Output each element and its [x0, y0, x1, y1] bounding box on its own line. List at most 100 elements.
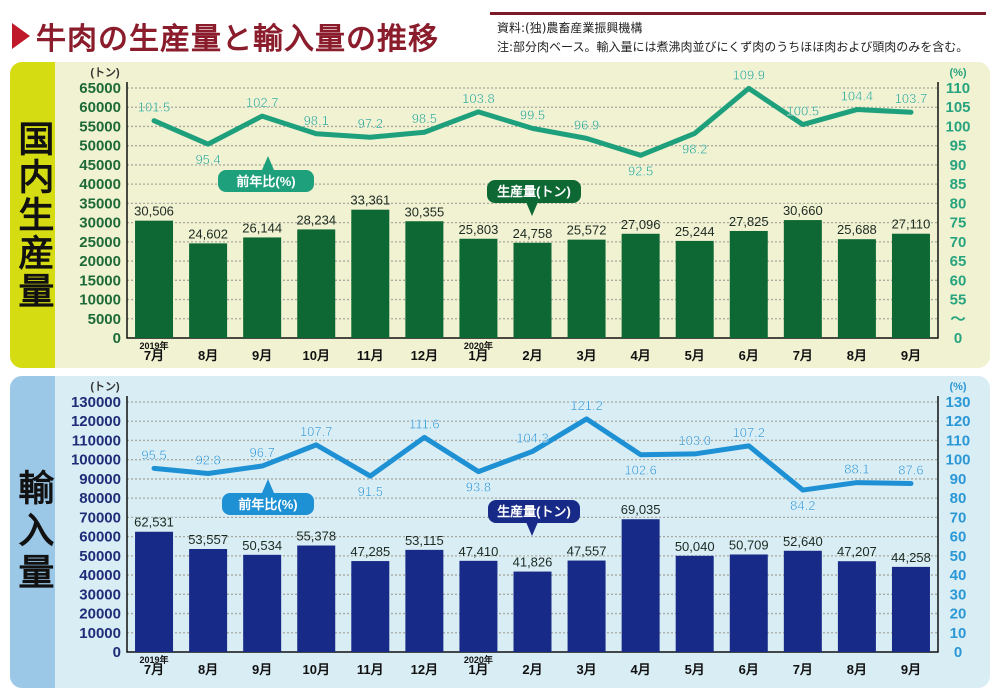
right-tick-label: 95 [950, 138, 967, 155]
bar [513, 242, 552, 338]
yoy-value-label: 92.8 [195, 453, 220, 468]
bar-value-label: 30,355 [404, 204, 444, 219]
right-tick-label: 40 [950, 567, 967, 584]
right-tick-label: 60 [950, 529, 967, 546]
yoy-value-label: 92.5 [628, 163, 653, 178]
bar [621, 519, 660, 652]
right-tick-label: 90 [950, 471, 967, 488]
year-label: 2020年 [464, 654, 493, 665]
yoy-value-label: 98.2 [682, 141, 707, 156]
yoy-value-label: 96.9 [574, 117, 599, 132]
x-tick-label: 7月 [793, 662, 813, 677]
yoy-value-label: 111.6 [409, 416, 440, 431]
bar-value-label: 52,640 [783, 534, 823, 549]
bar [783, 220, 822, 338]
x-tick-label: 2月 [522, 348, 542, 363]
x-tick-label: 9月 [252, 662, 272, 677]
yoy-value-label: 103.0 [678, 433, 711, 448]
bar [675, 555, 714, 652]
callout-pointer [526, 202, 538, 216]
x-tick-label: 7月 [144, 662, 164, 677]
left-tick-label: 15000 [79, 272, 121, 289]
panel-label-text: 国内生産量 [12, 120, 54, 310]
left-tick-label: 35000 [79, 195, 121, 212]
right-tick-label: 80 [950, 195, 967, 212]
bar-value-label: 30,506 [134, 204, 174, 219]
right-tick-label: 0 [954, 644, 962, 661]
panel-label-imports: 輸入量 [10, 376, 55, 688]
x-tick-label: 7月 [793, 348, 813, 363]
bar [621, 233, 660, 338]
bar-value-label: 30,660 [783, 203, 823, 218]
bar [297, 229, 336, 338]
triangle-icon [12, 23, 30, 49]
bar [567, 560, 606, 652]
bar [135, 531, 174, 652]
yoy-value-label: 91.5 [358, 484, 383, 499]
yoy-value-label: 104.4 [841, 89, 874, 104]
bar [459, 238, 498, 338]
x-tick-label: 1月 [468, 348, 488, 363]
right-tick-label: 50 [950, 548, 967, 565]
year-label: 2020年 [464, 340, 493, 351]
bar-value-label: 44,258 [891, 550, 931, 565]
left-tick-label: 70000 [79, 509, 121, 526]
yoy-callout [218, 170, 314, 192]
left-tick-label: 80000 [79, 490, 121, 507]
bar-value-label: 27,096 [621, 217, 661, 232]
left-tick-label: 30000 [79, 586, 121, 603]
bar [189, 549, 228, 652]
right-tick-label: 70 [950, 234, 967, 251]
bar-value-label: 27,110 [892, 217, 931, 232]
bar-value-label: 24,602 [188, 226, 228, 241]
left-tick-label: 25000 [79, 234, 121, 251]
x-tick-label: 9月 [901, 662, 921, 677]
right-tick-label: 55 [950, 292, 967, 309]
left-tick-label: 20000 [79, 606, 121, 623]
callout-pointer [262, 156, 274, 170]
bar-value-label: 47,410 [459, 544, 499, 559]
title-text: 牛肉の生産量と輸入量の推移 [36, 22, 439, 57]
yoy-callout-label: 前年比(%) [238, 497, 297, 512]
left-tick-label: 40000 [79, 567, 121, 584]
right-tick-label: 30 [950, 586, 967, 603]
yoy-value-label: 97.2 [358, 116, 383, 131]
right-tick-label: 75 [950, 215, 967, 232]
left-tick-label: 120000 [71, 413, 121, 430]
bar-value-label: 55,378 [296, 529, 336, 544]
left-tick-label: 60000 [79, 529, 121, 546]
x-tick-label: 3月 [576, 348, 596, 363]
left-tick-label: 0 [113, 330, 121, 347]
bar [135, 220, 174, 338]
volume-callout [488, 500, 580, 523]
x-tick-label: 8月 [198, 662, 218, 677]
yoy-value-label: 121.2 [570, 398, 603, 413]
yoy-value-label: 88.1 [844, 462, 869, 477]
x-tick-label: 11月 [357, 662, 384, 677]
right-tick-label: 80 [950, 490, 967, 507]
bar-value-label: 26,144 [242, 220, 282, 235]
yoy-callout [222, 493, 314, 515]
left-unit-label: (トン) [90, 380, 120, 393]
source-note: 資料:(独)農畜産業振興機構 [497, 21, 643, 35]
volume-callout [487, 180, 581, 203]
bar-value-label: 50,040 [675, 539, 715, 554]
bar [891, 566, 930, 652]
bar [513, 571, 552, 652]
x-tick-label: 10月 [302, 348, 329, 363]
bar [837, 561, 876, 652]
right-tick-label: 〜 [950, 311, 965, 328]
left-tick-label: 90000 [79, 471, 121, 488]
left-tick-label: 10000 [79, 292, 121, 309]
right-tick-label: 105 [945, 99, 970, 116]
left-unit-label: (トン) [90, 66, 120, 79]
bar-value-label: 25,572 [567, 223, 607, 238]
bar [675, 240, 714, 338]
right-tick-label: 100 [945, 452, 970, 469]
volume-callout-label: 生産量(トン) [497, 184, 571, 199]
bar-value-label: 53,557 [188, 532, 228, 547]
year-label: 2019年 [140, 654, 169, 665]
yoy-value-label: 84.2 [790, 498, 815, 513]
right-tick-label: 65 [950, 253, 967, 270]
